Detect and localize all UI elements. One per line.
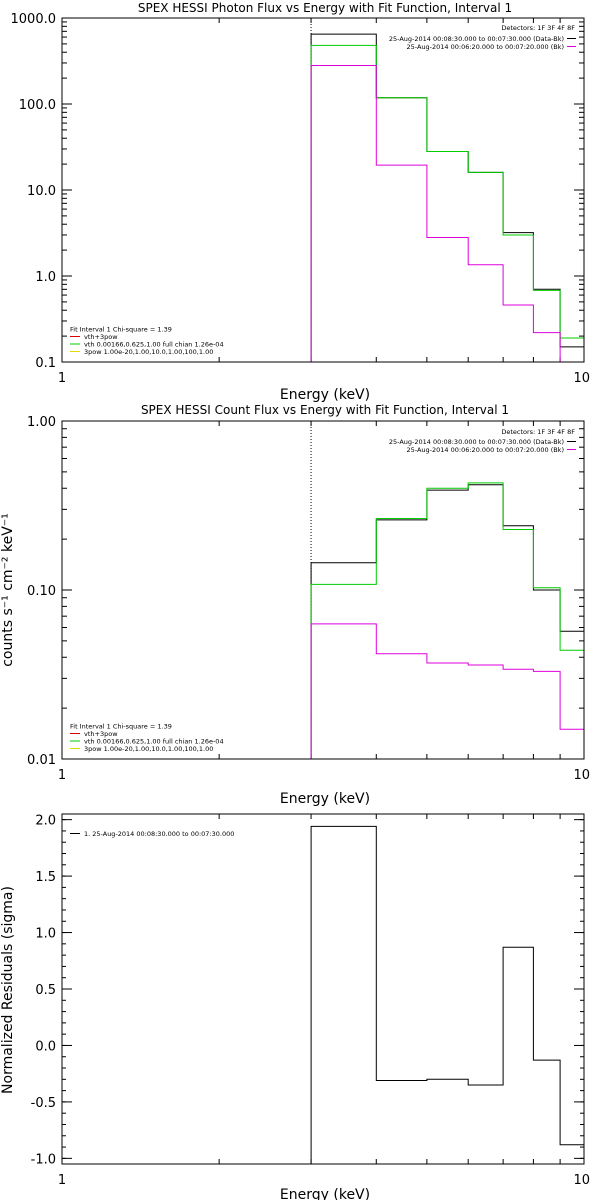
legend-entry-label: 25-Aug-2014 00:06:20.000 to 00:07:20.000… [407, 43, 564, 51]
y-tick-label: 100.0 [19, 98, 56, 113]
x-axis-label: Energy (keV) [280, 387, 370, 403]
y-tick-label: 0.01 [27, 753, 56, 768]
panel-title: SPEX HESSI Photon Flux vs Energy with Fi… [138, 1, 512, 15]
fit-legend-header: Fit Interval 1 Chi-square = 1.39 [70, 723, 172, 731]
y-tick-label: 1.00 [27, 415, 56, 430]
y-tick-label: 10.0 [27, 184, 56, 199]
series-step-line [310, 825, 584, 1164]
legend-entry-label: 1. 25-Aug-2014 00:08:30.000 to 00:07:30.… [84, 830, 234, 838]
count-flux-panel: SPEX HESSI Count Flux vs Energy with Fit… [0, 403, 590, 807]
legend-entry-label: 3pow 1.00e-20,1.00,10.0,1.00,100,1.00 [84, 745, 213, 753]
panel-title: SPEX HESSI Count Flux vs Energy with Fit… [141, 403, 509, 417]
y-tick-label: -1.0 [31, 1152, 56, 1167]
series-step-line [310, 65, 584, 363]
residuals-panel: 1 10-1.0-0.50.00.51.01.52.0 Energy (keV) … [0, 813, 590, 1200]
detectors-label: Detectors: 1F 3F 4F 8F [501, 428, 575, 436]
plot-frame [61, 813, 585, 1165]
y-axis-label: counts s⁻¹ cm⁻² keV⁻¹ [0, 513, 16, 667]
x-tick-label: 1 [58, 371, 66, 386]
legend-entry-label: 25-Aug-2014 00:08:30.000 to 00:07:30.000… [389, 438, 564, 446]
plot-frame [61, 420, 585, 760]
detectors-label: Detectors: 1F 3F 4F 8F [501, 24, 575, 32]
y-tick-label: 1.0 [35, 270, 56, 285]
photon-flux-panel: SPEX HESSI Photon Flux vs Energy with Fi… [11, 1, 591, 403]
legend-entry-label: 3pow 1.00e-20,1.00,10.0,1.00,100,1.00 [84, 348, 213, 356]
y-tick-label: 1000.0 [11, 12, 57, 27]
legend-entry-label: vth+3pow [84, 730, 118, 738]
y-tick-label: 2.0 [35, 814, 56, 829]
y-tick-label: 1.0 [35, 927, 56, 942]
series-step-line [310, 44, 584, 362]
y-tick-label: -0.5 [31, 1096, 56, 1111]
x-tick-label: 10 [573, 768, 590, 783]
legend-entry-label: 25-Aug-2014 00:06:20.000 to 00:07:20.000… [407, 446, 564, 454]
x-tick-label: 1 [58, 1173, 66, 1188]
y-tick-label: 1.5 [35, 870, 56, 885]
series-step-line [310, 33, 584, 362]
x-tick-label: 10 [573, 1173, 590, 1188]
legend-entry-label: 25-Aug-2014 00:08:30.000 to 00:07:30.000… [389, 35, 564, 43]
y-tick-label: 0.5 [35, 983, 56, 998]
series-step-line [310, 623, 584, 759]
x-axis-label: Energy (keV) [280, 791, 370, 807]
x-axis-label: Energy (keV) [280, 1187, 370, 1200]
series-step-line [310, 484, 584, 759]
plot-frame [61, 17, 585, 363]
legend-entry-label: vth 0.00166,0.625,1.00 full chian 1.26e-… [84, 738, 224, 746]
y-axis-label: Normalized Residuals (sigma) [0, 886, 16, 1094]
y-tick-label: 0.1 [35, 356, 56, 371]
fit-legend-header: Fit Interval 1 Chi-square = 1.39 [70, 326, 172, 334]
y-tick-label: 0.10 [27, 584, 56, 599]
legend-entry-label: vth 0.00166,0.625,1.00 full chian 1.26e-… [84, 341, 224, 349]
y-tick-label: 0.0 [35, 1039, 56, 1054]
legend-entry-label: vth+3pow [84, 333, 118, 341]
x-tick-label: 1 [58, 768, 66, 783]
x-tick-label: 10 [573, 371, 590, 386]
series-step-line [310, 482, 584, 759]
